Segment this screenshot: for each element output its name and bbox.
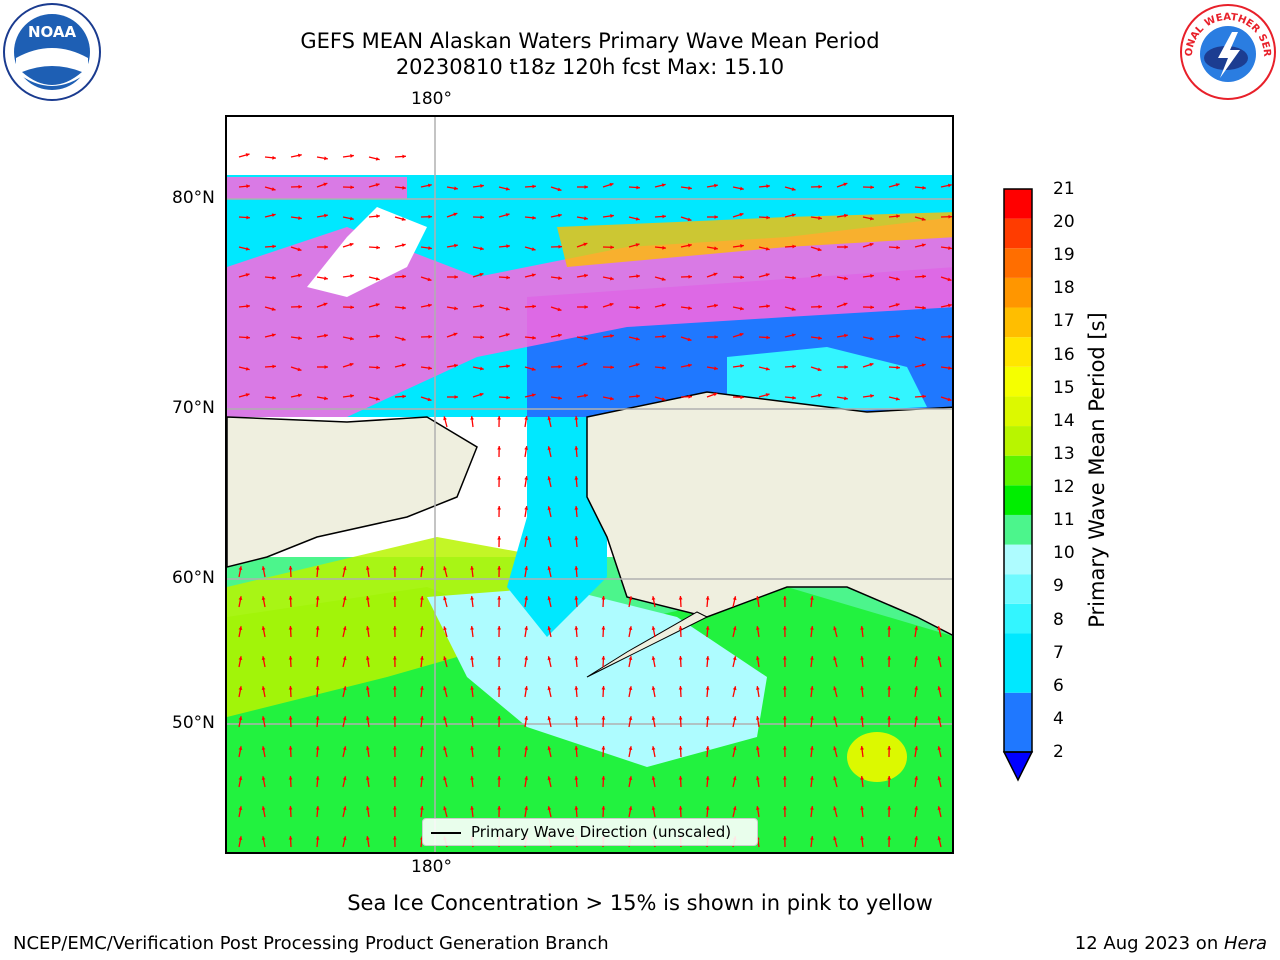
colorbar-bin-8 xyxy=(1004,426,1032,456)
colorbar-bin-14 xyxy=(1004,248,1032,278)
colorbar-tick-label: 19 xyxy=(1053,245,1075,265)
colorbar-bin-2 xyxy=(1004,604,1032,634)
colorbar-under-triangle xyxy=(1004,752,1032,780)
colorbar-tick-label: 13 xyxy=(1053,444,1075,464)
colorbar-bin-7 xyxy=(1004,456,1032,486)
producer-credit: NCEP/EMC/Verification Post Processing Pr… xyxy=(13,933,609,954)
colorbar-tick-label: 20 xyxy=(1053,212,1075,232)
colorbar-bin-15 xyxy=(1004,219,1032,249)
wave-arrow-head xyxy=(497,506,501,510)
colorbar-tick-label: 12 xyxy=(1053,477,1075,497)
lat-label-80: 80°N xyxy=(172,188,215,208)
lat-label-50: 50°N xyxy=(172,713,215,733)
colorbar-graphic xyxy=(1000,186,1040,786)
colorbar-tick-label: 18 xyxy=(1053,278,1075,298)
colorbar-tick-label: 16 xyxy=(1053,345,1075,365)
colorbar-tick-label: 15 xyxy=(1053,378,1075,398)
colorbar-bin-11 xyxy=(1004,337,1032,367)
generation-date: 12 Aug 2023 on Hera xyxy=(1075,933,1267,954)
colorbar-bin-6 xyxy=(1004,485,1032,515)
colorbar-tick-label: 4 xyxy=(1053,709,1064,729)
colorbar-tick-label: 2 xyxy=(1053,742,1064,762)
sea-ice-note: Sea Ice Concentration > 15% is shown in … xyxy=(0,891,1280,915)
colorbar-tick-label: 7 xyxy=(1053,643,1064,663)
colorbar-bin-5 xyxy=(1004,515,1032,545)
colorbar-bin-3 xyxy=(1004,574,1032,604)
legend-label: Primary Wave Direction (unscaled) xyxy=(471,823,731,841)
colorbar-tick-label: 14 xyxy=(1053,411,1075,431)
noaa-logo: NOAA xyxy=(2,2,102,102)
colorbar-tick-label: 6 xyxy=(1053,676,1064,696)
colorbar-bin-13 xyxy=(1004,278,1032,308)
noaa-logo-text: NOAA xyxy=(28,23,77,41)
ice-free-north xyxy=(227,117,954,175)
colorbar-tick-label: 9 xyxy=(1053,576,1064,596)
colorbar-bin-0 xyxy=(1004,693,1032,752)
colorbar-tick-label: 17 xyxy=(1053,311,1075,331)
colorbar-bin-16 xyxy=(1004,189,1032,219)
nws-logo: NATIONAL WEATHER SERVICE xyxy=(1178,2,1278,102)
colorbar-tick-label: 8 xyxy=(1053,610,1064,630)
map-legend: Primary Wave Direction (unscaled) xyxy=(422,818,758,846)
gulf-yellow-patch xyxy=(847,732,907,782)
colorbar-tick-label: 11 xyxy=(1053,510,1075,530)
wave-arrow-head xyxy=(497,536,501,540)
legend-line-sample xyxy=(431,832,461,834)
colorbar-bin-10 xyxy=(1004,367,1032,397)
wave-arrow-head xyxy=(497,446,501,450)
colorbar-tick-label: 10 xyxy=(1053,543,1075,563)
map-panel xyxy=(225,115,954,854)
lat-label-70: 70°N xyxy=(172,398,215,418)
colorbar-bin-12 xyxy=(1004,308,1032,338)
colorbar-tick-label: 21 xyxy=(1053,179,1075,199)
lon-label-top: 180° xyxy=(411,89,452,109)
colorbar xyxy=(1000,186,1040,786)
generation-date-text: 12 Aug 2023 on xyxy=(1075,933,1224,954)
sea-ice-north-strip xyxy=(227,177,407,199)
colorbar-bin-4 xyxy=(1004,545,1032,575)
wave-period-map xyxy=(227,117,954,854)
colorbar-bin-1 xyxy=(1004,633,1032,692)
chart-subtitle: 20230810 t18z 120h fcst Max: 15.10 xyxy=(0,54,1180,80)
wave-arrow-head xyxy=(497,476,501,480)
colorbar-bin-9 xyxy=(1004,396,1032,426)
lat-label-60: 60°N xyxy=(172,568,215,588)
machine-name: Hera xyxy=(1224,933,1267,954)
lon-label-bottom: 180° xyxy=(411,857,452,877)
colorbar-title: Primary Wave Mean Period [s] xyxy=(1085,312,1109,628)
chart-title: GEFS MEAN Alaskan Waters Primary Wave Me… xyxy=(0,28,1180,54)
